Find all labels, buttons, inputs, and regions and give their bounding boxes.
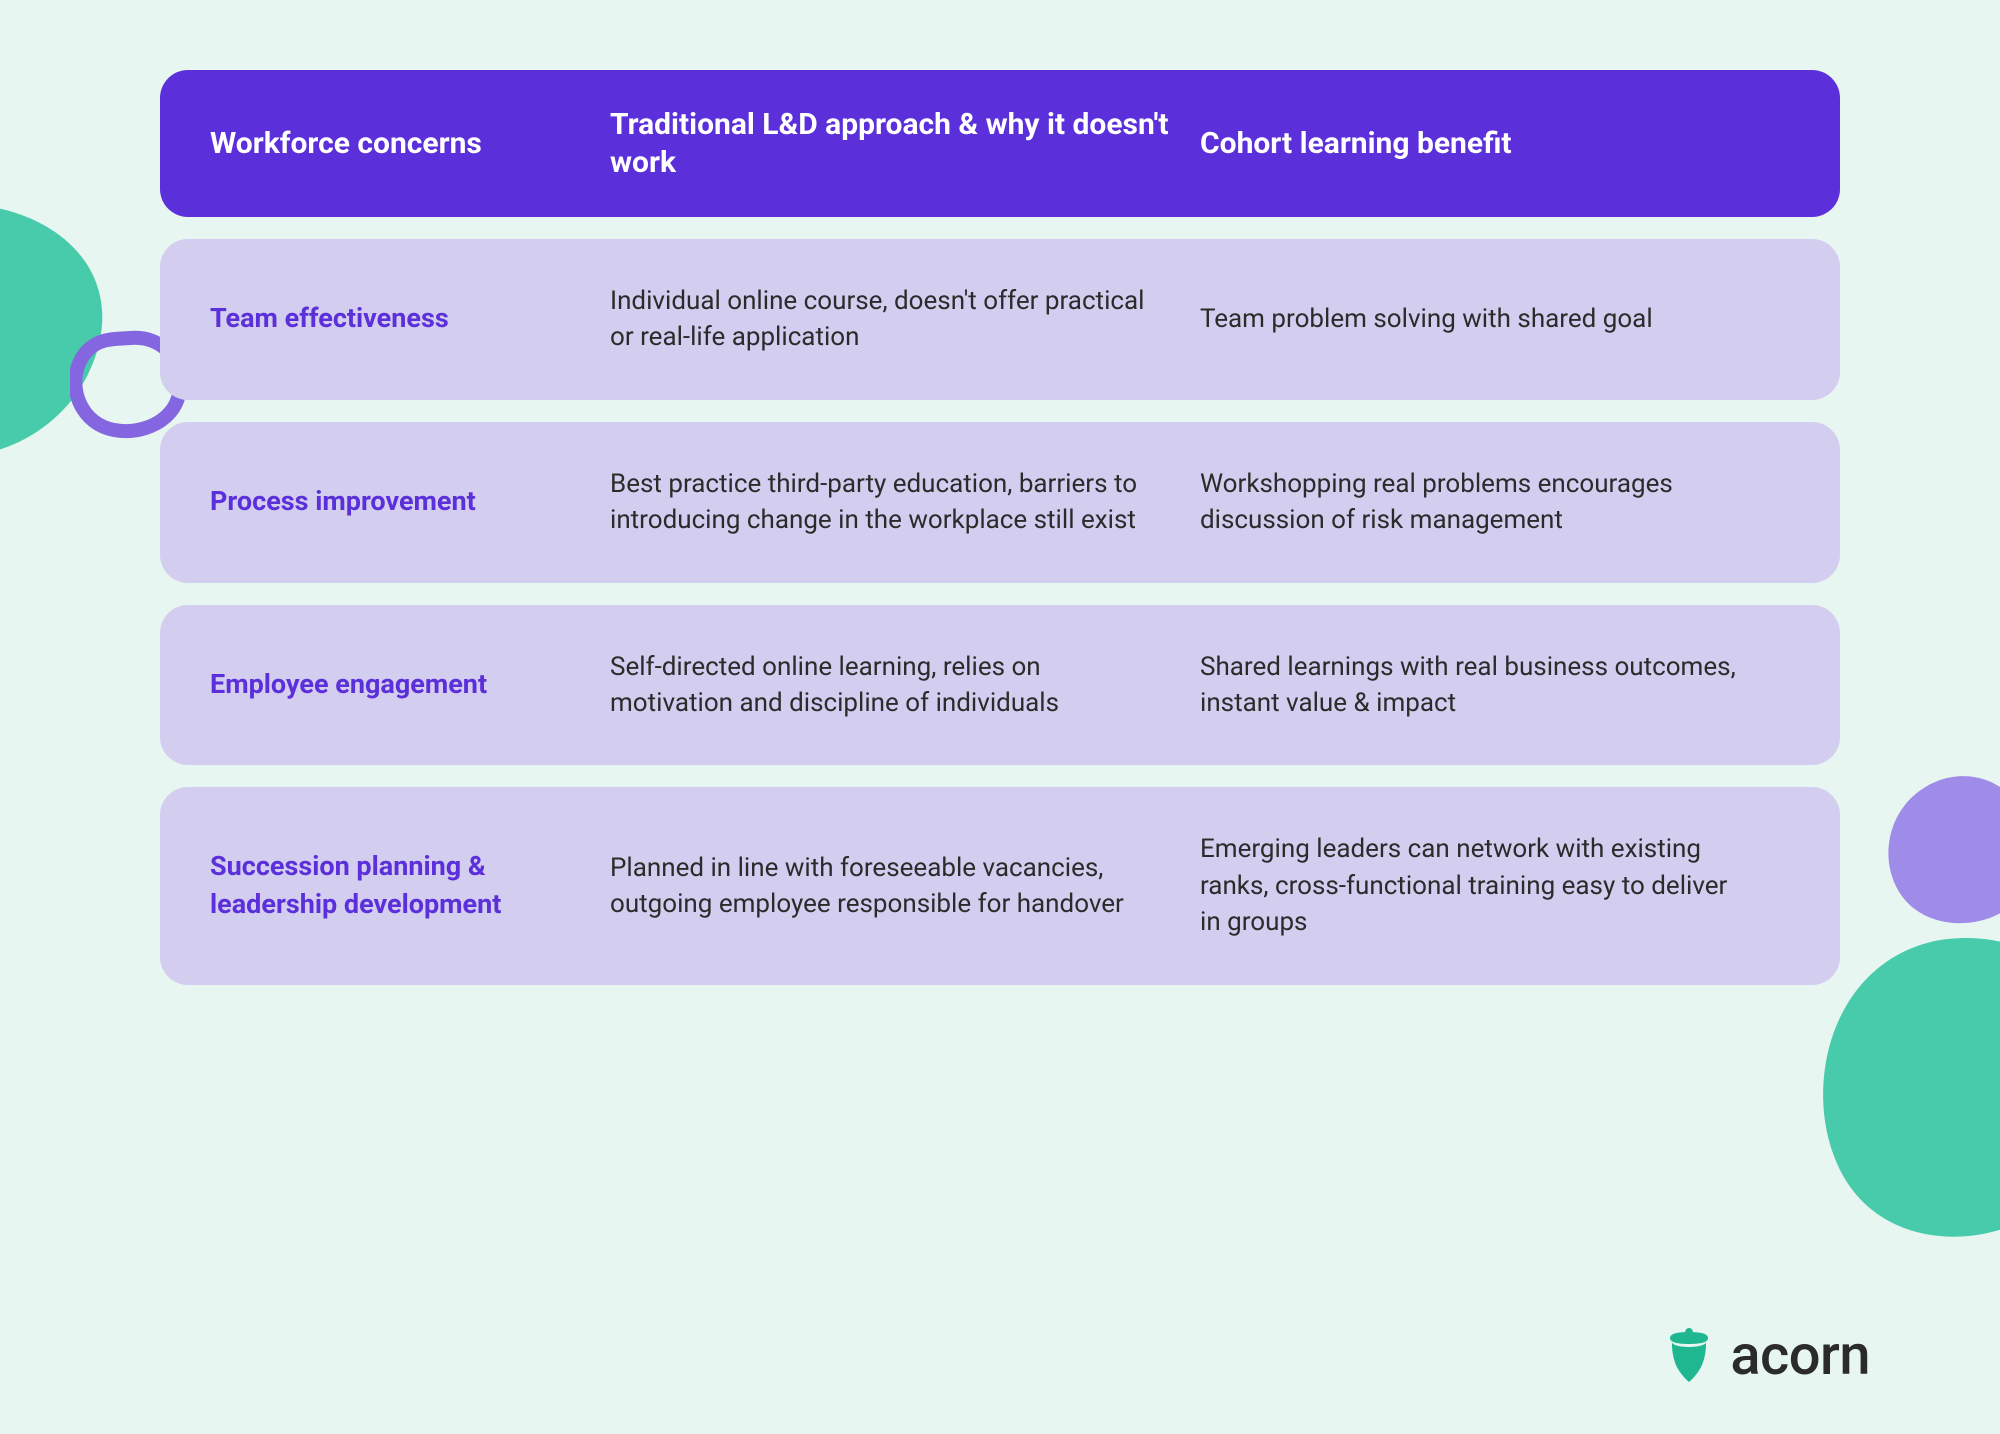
table-row: Employee engagement Self-directed online… [160,605,1840,766]
table-header-row: Workforce concerns Traditional L&D appro… [160,70,1840,217]
concern-cell: Process improvement [210,483,610,521]
concern-cell: Employee engagement [210,666,610,704]
concern-cell: Succession planning & leadership develop… [210,848,610,924]
table-row: Process improvement Best practice third-… [160,422,1840,583]
teal-blob-right [1820,930,2000,1250]
cohort-cell: Workshopping real problems encourages di… [1200,466,1790,539]
traditional-cell: Best practice third-party education, bar… [610,466,1200,539]
traditional-cell: Individual online course, doesn't offer … [610,283,1200,356]
table-row: Team effectiveness Individual online cou… [160,239,1840,400]
header-col-cohort: Cohort learning benefit [1200,125,1790,163]
traditional-cell: Planned in line with foreseeable vacanci… [610,850,1200,923]
brand-name: acorn [1730,1322,1870,1388]
comparison-table: Workforce concerns Traditional L&D appro… [160,70,1840,985]
header-col-traditional: Traditional L&D approach & why it doesn'… [610,106,1200,181]
acorn-icon [1662,1326,1716,1384]
traditional-cell: Self-directed online learning, relies on… [610,649,1200,722]
table-row: Succession planning & leadership develop… [160,787,1840,984]
lavender-blob-right [1880,770,2000,930]
concern-cell: Team effectiveness [210,300,610,338]
cohort-cell: Emerging leaders can network with existi… [1200,831,1790,940]
brand-logo: acorn [1662,1322,1870,1388]
cohort-cell: Shared learnings with real business outc… [1200,649,1790,722]
header-col-concerns: Workforce concerns [210,125,610,163]
cohort-cell: Team problem solving with shared goal [1200,301,1790,337]
